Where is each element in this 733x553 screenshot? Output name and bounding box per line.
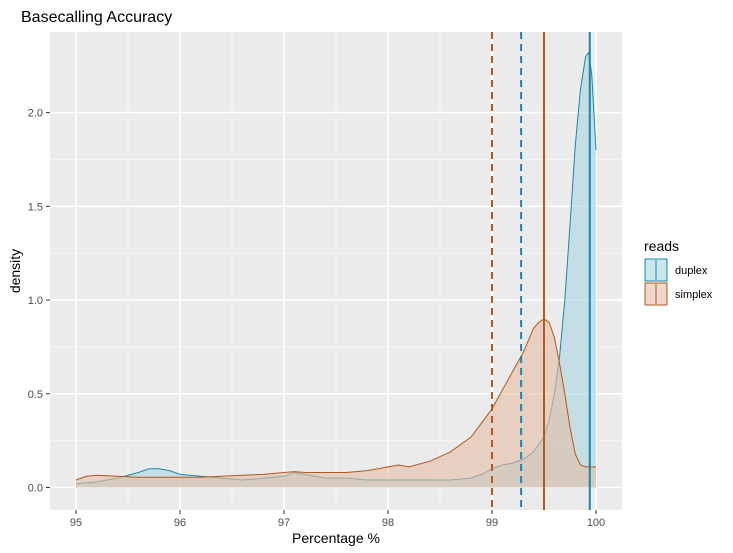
x-tick-label: 98: [382, 517, 394, 529]
simplex-density-line: [75, 318, 596, 481]
y-tick-label: 0.0: [28, 483, 43, 495]
y-tick-label: 1.0: [28, 295, 43, 307]
duplex-legend-label: duplex: [675, 265, 708, 277]
y-tick-label: 2.0: [28, 108, 43, 120]
x-tick-label: 97: [278, 517, 290, 529]
legend-title: reads: [644, 238, 679, 254]
y-tick-label: 1.5: [28, 201, 43, 213]
x-tick-label: 100: [587, 517, 605, 529]
x-tick-label: 95: [70, 517, 82, 529]
legend: reads duplex simplex: [644, 238, 713, 306]
x-axis-ticks: 95 96 97 98 99 100: [70, 510, 605, 529]
reference-lines: [491, 32, 591, 510]
x-axis-title: Percentage %: [292, 530, 380, 546]
y-axis-ticks: 0.0 0.5 1.0 1.5 2.0: [28, 108, 50, 495]
x-tick-label: 99: [486, 517, 498, 529]
chart-title: Basecalling Accuracy: [21, 9, 172, 26]
y-tick-label: 0.5: [28, 389, 43, 401]
x-tick-label: 96: [174, 517, 186, 529]
simplex-density-area: [76, 318, 596, 488]
simplex-legend-label: simplex: [675, 289, 713, 301]
y-axis-title: density: [7, 249, 23, 293]
